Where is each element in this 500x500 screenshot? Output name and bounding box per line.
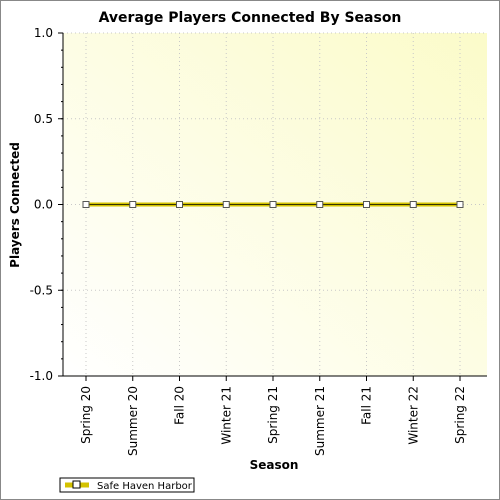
data-point-marker bbox=[456, 201, 464, 208]
series-layer bbox=[82, 201, 464, 208]
x-tick-label: Spring 21 bbox=[266, 386, 280, 444]
x-tick-label: Spring 22 bbox=[453, 386, 467, 444]
x-tick-label: Fall 21 bbox=[360, 386, 374, 425]
legend-label: Safe Haven Harbor bbox=[97, 481, 193, 492]
y-tick-label: -0.5 bbox=[30, 283, 53, 297]
y-axis-title: Players Connected bbox=[8, 142, 22, 268]
chart-title: Average Players Connected By Season bbox=[99, 10, 402, 26]
data-point-marker bbox=[269, 201, 277, 208]
data-point-marker bbox=[316, 201, 324, 208]
x-tick-label: Fall 20 bbox=[173, 386, 187, 425]
y-axis-ticks: 1.0 0.5 0.0 -0.5 -1.0 bbox=[30, 26, 63, 383]
data-point-marker bbox=[129, 201, 137, 208]
y-tick-label: 1.0 bbox=[34, 26, 53, 40]
x-axis-ticks: Spring 20 Summer 20 Fall 20 Winter 21 Spring… bbox=[79, 376, 467, 456]
data-point-marker bbox=[176, 201, 183, 208]
x-tick-label: Summer 20 bbox=[126, 386, 140, 456]
x-tick-label: Winter 21 bbox=[219, 386, 233, 445]
data-point-marker bbox=[409, 201, 417, 208]
x-tick-label: Summer 21 bbox=[313, 386, 327, 456]
data-point-marker bbox=[363, 201, 370, 208]
y-tick-label: 0.0 bbox=[34, 198, 53, 212]
y-tick-label: -1.0 bbox=[30, 369, 53, 383]
data-point-marker bbox=[222, 201, 230, 208]
legend-box bbox=[59, 477, 195, 493]
data-point-marker bbox=[82, 201, 90, 208]
x-tick-label: Winter 22 bbox=[406, 386, 420, 445]
x-tick-label: Spring 20 bbox=[79, 386, 93, 444]
legend-marker-swatch bbox=[72, 480, 81, 489]
y-tick-label: 0.5 bbox=[34, 112, 53, 126]
x-axis-title: Season bbox=[250, 458, 299, 472]
legend: Safe Haven Harbor bbox=[59, 477, 195, 493]
